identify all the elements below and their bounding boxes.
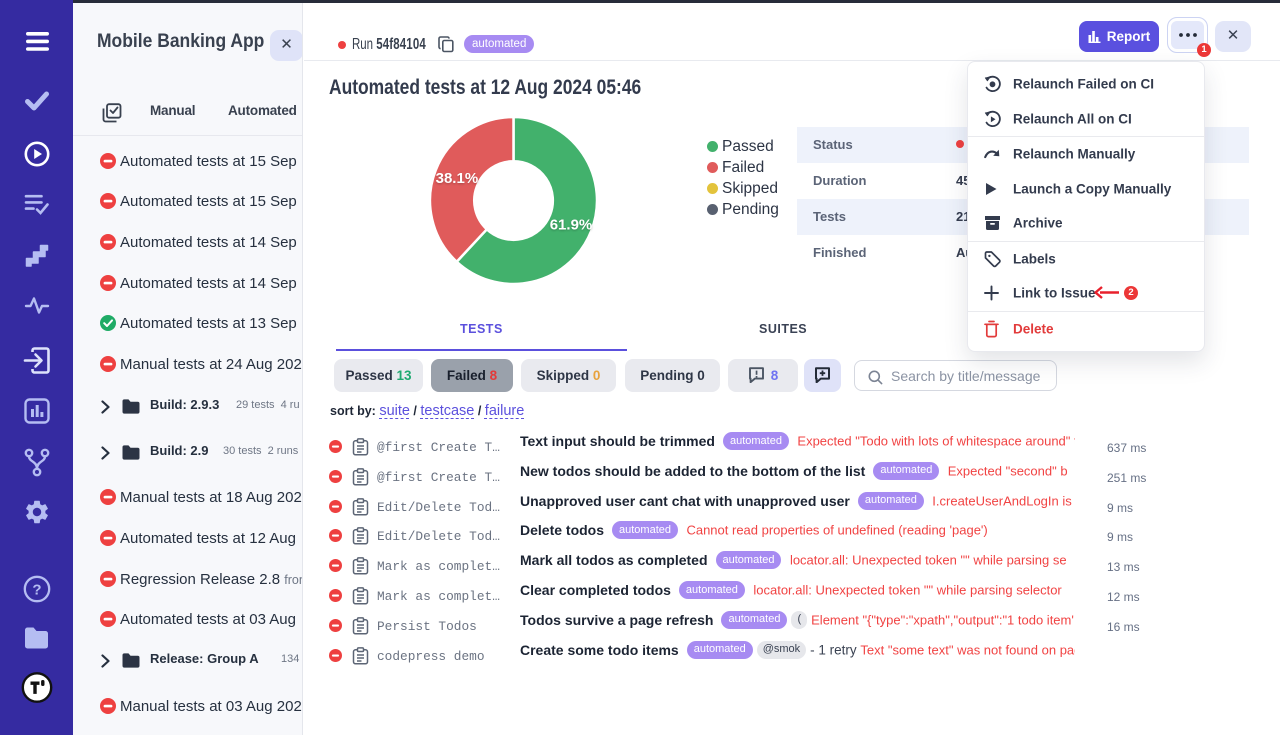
svg-text:?: ? bbox=[32, 582, 41, 599]
svg-text:61.9%: 61.9% bbox=[550, 216, 593, 233]
svg-text:38.1%: 38.1% bbox=[436, 170, 479, 187]
